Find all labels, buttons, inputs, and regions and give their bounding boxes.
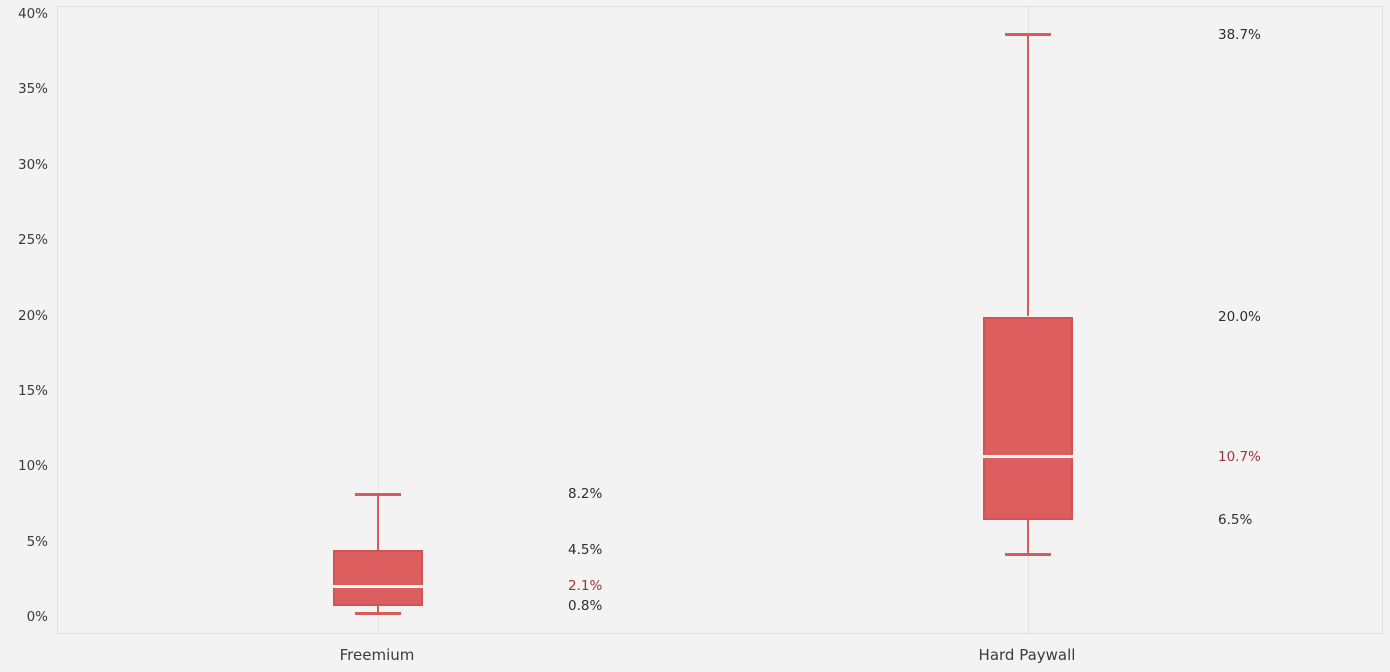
upper-whisker-cap: [355, 492, 401, 496]
upper-whisker: [1026, 34, 1030, 317]
y-tick-label: 10%: [17, 458, 48, 475]
y-tick-label: 25%: [17, 232, 48, 249]
lower-whisker-cap: [1005, 553, 1051, 557]
y-tick-label: 20%: [17, 307, 48, 324]
category-gridline: [377, 7, 379, 633]
median-line: [333, 584, 423, 588]
value-label: 0.8%: [568, 597, 603, 614]
value-label: 4.5%: [568, 542, 603, 559]
y-tick-label: 35%: [17, 81, 48, 98]
y-tick-label: 30%: [17, 156, 48, 173]
category-label: Hard Paywall: [978, 646, 1076, 664]
lower-whisker: [1026, 520, 1030, 555]
value-label: 10.7%: [1218, 448, 1261, 465]
y-tick-label: 15%: [17, 382, 48, 399]
value-label: 8.2%: [568, 486, 603, 503]
median-line: [983, 455, 1073, 459]
iqr-box: [983, 316, 1073, 520]
y-tick-label: 5%: [26, 533, 48, 550]
plot-area: 8.2% 4.5% 2.1% 0.8% 38.7% 20.0% 10.7% 6.5%: [57, 6, 1383, 634]
y-tick-label: 0%: [26, 609, 48, 625]
value-label: 38.7%: [1218, 26, 1261, 43]
upper-whisker: [376, 494, 380, 551]
value-label: 2.1%: [568, 578, 603, 595]
lower-whisker-cap: [355, 611, 401, 615]
value-label: 6.5%: [1218, 512, 1253, 528]
y-tick-label: 40%: [17, 6, 48, 22]
iqr-box: [333, 550, 423, 606]
category-label: Freemium: [339, 646, 415, 664]
upper-whisker-cap: [1005, 33, 1051, 37]
lower-whisker: [376, 605, 380, 614]
value-label: 20.0%: [1218, 308, 1261, 325]
